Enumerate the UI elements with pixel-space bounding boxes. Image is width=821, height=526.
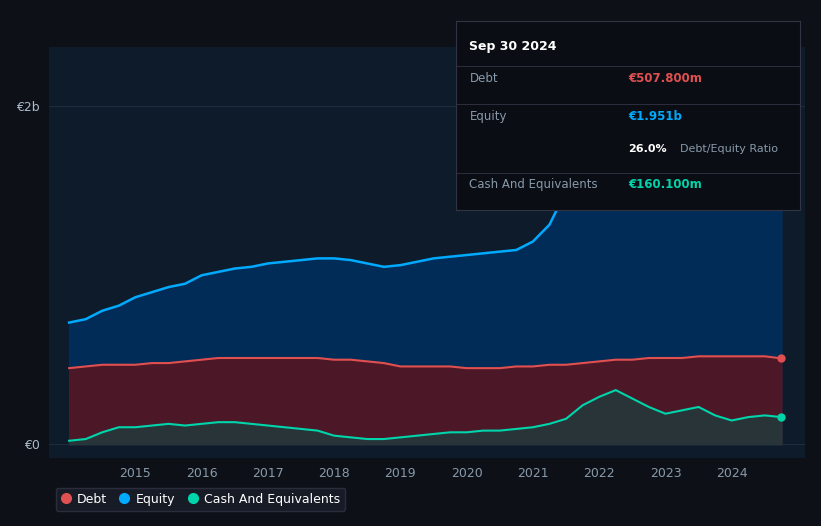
- Text: Cash And Equivalents: Cash And Equivalents: [470, 178, 598, 191]
- Text: Debt/Equity Ratio: Debt/Equity Ratio: [680, 144, 777, 154]
- Text: Equity: Equity: [470, 110, 507, 123]
- Text: €1.951b: €1.951b: [628, 110, 682, 123]
- Text: €507.800m: €507.800m: [628, 72, 702, 85]
- Text: €160.100m: €160.100m: [628, 178, 702, 191]
- Text: 26.0%: 26.0%: [628, 144, 667, 154]
- Text: Sep 30 2024: Sep 30 2024: [470, 40, 557, 53]
- Legend: Debt, Equity, Cash And Equivalents: Debt, Equity, Cash And Equivalents: [56, 488, 345, 511]
- Text: Debt: Debt: [470, 72, 498, 85]
